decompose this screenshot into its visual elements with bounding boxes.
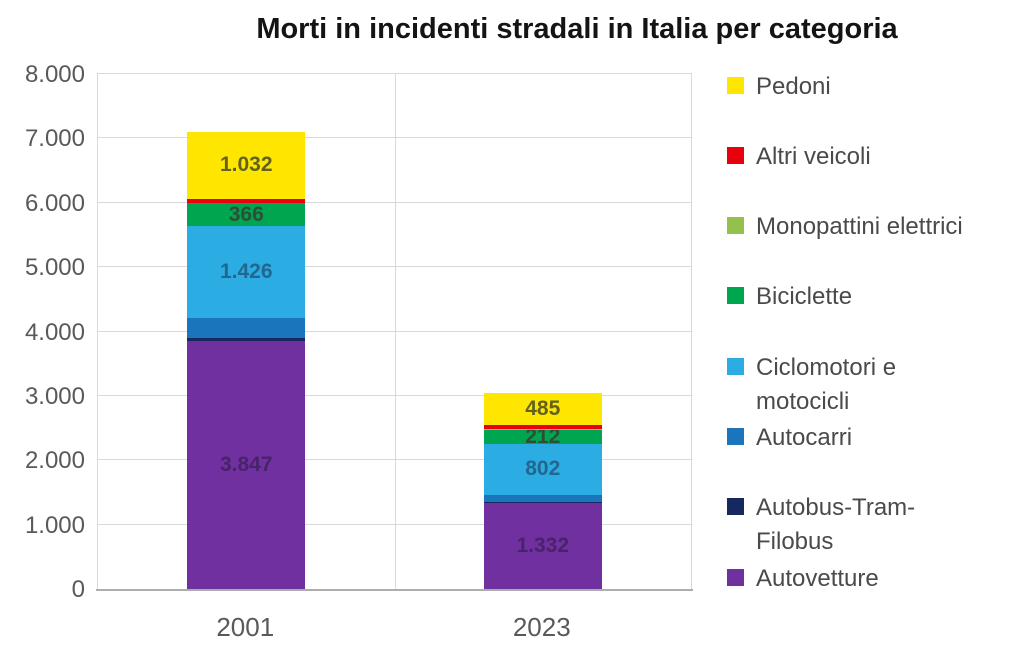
data-label-2001-pedoni: 1.032 [219,153,273,177]
legend-item-altri-veicoli: Altri veicoli [727,140,1014,174]
x-axis-line [96,589,693,591]
y-tick-4-000: 4.000 [24,318,85,346]
legend: Pedoni Altri veicoli Monopattini elettrici… [727,0,1019,653]
bar-segment-2023-autobus-tram-filobus [483,501,602,504]
legend-item-pedoni: Pedoni [727,70,1014,104]
legend-label-autobus-tram-filobus: Autobus-Tram- Filobus [756,494,916,555]
legend-item-autovetture: Autovetture [727,562,1014,596]
y-tick-1-000: 1.000 [24,511,85,539]
y-tick-2-000: 2.000 [24,447,85,475]
legend-label-altri-veicoli: Altri veicoli [756,143,871,170]
legend-swatch-pedoni [727,77,744,94]
data-label-2023-pedoni: 485 [525,396,561,420]
bar-segment-2023-ciclomotori-e-motocicli: 802 [483,443,602,496]
bar-segment-2001-autocarri [187,318,306,338]
legend-item-ciclomotori-e-motocicli: Ciclomotori e motocicli [727,351,1014,419]
bar-segment-2023-biciclette: 212 [483,425,602,448]
bar-segment-2001-ciclomotori-e-motocicli: 1.426 [187,226,306,319]
bar-2001: 3.847 1.426 366 1.032 [187,74,306,589]
x-tick-2023: 2023 [512,612,571,642]
y-tick-7-000: 7.000 [24,125,85,153]
bar-segment-2001-autovetture: 3.847 [187,341,306,589]
bar-segment-2023-monopattini-elettrici [483,428,602,430]
legend-item-autocarri: Autocarri [727,421,1014,455]
legend-label-pedoni: Pedoni [756,73,831,100]
legend-item-monopattini-elettrici: Monopattini elettrici [727,210,1014,244]
bar-segment-2001-autobus-tram-filobus [187,337,306,342]
data-label-2001-biciclette: 366 [228,202,264,226]
bar-segment-2001-biciclette: 366 [187,202,306,227]
y-tick-6-000: 6.000 [24,189,85,217]
chart-title: Morti in incidenti stradali in Italia pe… [256,13,898,45]
legend-label-autocarri: Autocarri [756,424,853,451]
data-label-2001-ciclomotori-e-motocicli: 1.426 [219,260,273,284]
bar-segment-2023-autocarri [483,495,602,502]
bar-segment-2001-altri-veicoli [187,198,306,203]
data-label-2023-ciclomotori-e-motocicli: 802 [525,457,561,481]
legend-item-autobus-tram-filobus: Autobus-Tram- Filobus [727,491,1014,559]
bar-segment-2023-altri-veicoli [483,424,602,429]
legend-swatch-autocarri [727,428,744,445]
bar-2023: 1.332 802 212 485 [483,74,602,589]
legend-swatch-autobus-tram-filobus [727,498,744,515]
legend-label-biciclette: Biciclette [756,283,853,310]
data-label-2023-autovetture: 1.332 [516,534,570,558]
data-label-2001-autovetture: 3.847 [219,453,273,477]
y-tick-8-000: 8.000 [24,61,85,88]
x-tick-2001: 2001 [216,612,275,642]
gridline-x-mid [394,74,396,589]
y-tick-5-000: 5.000 [24,254,85,282]
legend-swatch-monopattini-elettrici [727,217,744,234]
y-tick-3-000: 3.000 [24,382,85,410]
data-label-2023-biciclette: 212 [525,424,561,448]
legend-swatch-biciclette [727,287,744,304]
bar-segment-2023-autovetture: 1.332 [483,503,602,589]
legend-swatch-altri-veicoli [727,147,744,164]
legend-label-monopattini-elettrici: Monopattini elettrici [756,213,963,240]
legend-label-autovetture: Autovetture [756,565,879,592]
legend-swatch-ciclomotori-e-motocicli [727,358,744,375]
legend-label-ciclomotori-e-motocicli: Ciclomotori e motocicli [756,354,897,415]
bar-segment-2023-pedoni: 485 [483,393,602,425]
bar-segment-2001-pedoni: 1.032 [187,132,306,199]
plot-area: 3.847 1.426 366 1.032 1.332 802 212 485 [97,73,692,590]
legend-item-biciclette: Biciclette [727,280,1014,314]
legend-swatch-autovetture [727,569,744,586]
y-tick-0: 0 [71,576,85,603]
